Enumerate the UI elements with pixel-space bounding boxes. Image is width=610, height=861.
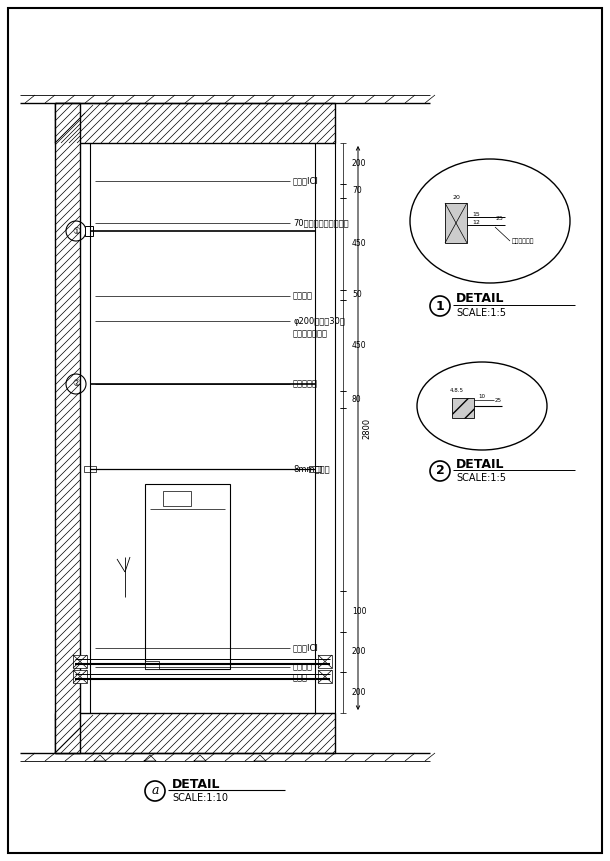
Text: 25: 25 [495, 399, 501, 404]
Text: 10: 10 [478, 394, 486, 400]
Text: 450: 450 [352, 341, 367, 350]
Text: 8mm清玻璐: 8mm清玻璐 [293, 464, 329, 474]
Bar [84, 466, 96, 472]
Bar [145, 484, 230, 669]
Text: 油白色手拃漆: 油白色手拃漆 [512, 238, 534, 244]
Bar [55, 713, 335, 753]
Text: 70宽木线油白色手拃漆: 70宽木线油白色手拃漆 [293, 219, 349, 227]
Text: 墙面油ICI: 墙面油ICI [293, 643, 319, 653]
Text: 200: 200 [352, 688, 367, 697]
Bar [445, 203, 467, 243]
Text: 1: 1 [436, 300, 444, 313]
Text: 25: 25 [495, 215, 503, 220]
Text: 450: 450 [352, 239, 367, 248]
Bar [85, 226, 93, 236]
Text: ①: ① [72, 226, 80, 236]
Text: 玻璐砍墙: 玻璐砍墙 [293, 292, 313, 300]
Bar [452, 398, 474, 418]
Bar [73, 655, 87, 668]
Text: 4.8.5: 4.8.5 [450, 387, 464, 393]
Bar [163, 491, 191, 506]
Text: 墙面油ICI: 墙面油ICI [293, 177, 319, 185]
Text: SCALE:1:5: SCALE:1:5 [456, 473, 506, 483]
Text: 50: 50 [352, 290, 362, 299]
Bar [309, 466, 321, 472]
Text: 70: 70 [352, 186, 362, 195]
Bar [318, 670, 332, 683]
Text: DETAIL: DETAIL [456, 293, 504, 306]
Bar [145, 661, 159, 669]
Bar [318, 655, 332, 668]
Text: 15: 15 [472, 212, 479, 216]
Text: 亚光不锈锂贴面: 亚光不锈锂贴面 [293, 330, 328, 338]
Text: a: a [151, 784, 159, 797]
Text: 2: 2 [436, 464, 444, 478]
Text: 80: 80 [352, 395, 362, 404]
Text: 200: 200 [352, 159, 367, 168]
Bar [55, 103, 335, 143]
Text: SCALE:1:10: SCALE:1:10 [172, 793, 228, 803]
Text: DETAIL: DETAIL [456, 457, 504, 470]
Text: DETAIL: DETAIL [172, 777, 220, 790]
Text: 20: 20 [452, 195, 460, 200]
Text: φ200华圆制30制: φ200华圆制30制 [293, 317, 345, 325]
Text: 沿清漆: 沿清漆 [293, 673, 308, 683]
Text: 200: 200 [352, 647, 367, 656]
Text: 100: 100 [352, 607, 367, 616]
Text: 樹木饰面: 樹木饰面 [293, 662, 313, 672]
Bar [55, 103, 80, 753]
Bar [73, 670, 87, 683]
Text: SCALE:1:5: SCALE:1:5 [456, 308, 506, 318]
Text: 12: 12 [472, 220, 480, 225]
Text: 樹木沿清漆: 樹木沿清漆 [293, 380, 318, 388]
Text: ②: ② [72, 380, 80, 388]
Text: 2800: 2800 [362, 418, 371, 438]
